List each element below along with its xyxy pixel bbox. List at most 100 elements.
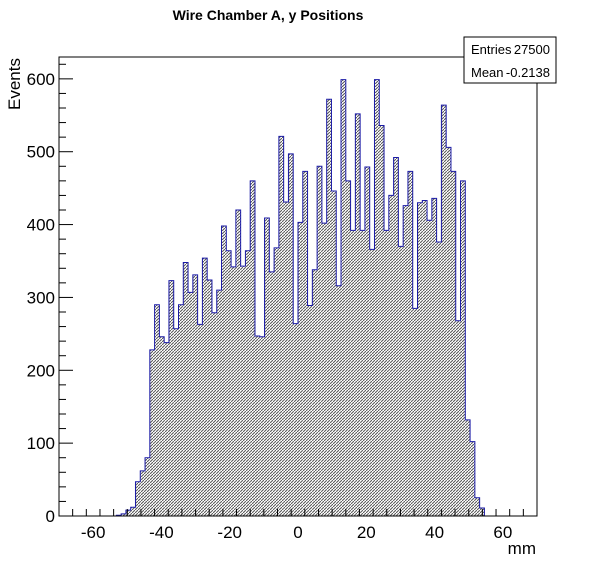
- histogram-bin: [441, 105, 447, 516]
- histogram-bin: [145, 457, 150, 516]
- x-tick-label: -40: [149, 523, 174, 542]
- stats-entries-value: 27500: [514, 42, 550, 57]
- y-tick-label: 100: [27, 434, 55, 453]
- histogram-bin: [360, 230, 365, 516]
- histogram-bin: [350, 230, 356, 516]
- histogram-bin: [235, 210, 241, 516]
- histogram-bin: [211, 312, 217, 516]
- histogram-bin: [140, 470, 146, 516]
- chart-title: Wire Chamber A, y Positions: [173, 7, 364, 23]
- histogram-bin: [192, 274, 198, 516]
- histogram-bin: [254, 336, 260, 516]
- histogram-bin: [125, 510, 131, 516]
- histogram-bin: [398, 246, 404, 516]
- histogram-bin: [221, 226, 227, 516]
- stats-mean-label: Mean: [471, 65, 504, 80]
- plot-frame: [58, 56, 538, 517]
- histogram-bin: [245, 250, 251, 517]
- histogram-bin: [355, 113, 361, 516]
- x-tick-label: -60: [81, 523, 106, 542]
- histogram-bin: [446, 147, 451, 517]
- histogram-bin: [460, 180, 466, 516]
- histogram-bin: [183, 262, 189, 516]
- histogram-bin: [288, 153, 294, 516]
- histogram-bin: [403, 205, 408, 516]
- histogram-bin: [364, 167, 370, 516]
- histogram-bin: [274, 247, 279, 516]
- histogram-bin: [470, 441, 475, 516]
- histogram-bin: [197, 324, 203, 516]
- histogram-bin: [130, 507, 136, 516]
- y-axis-label: Events: [5, 58, 24, 110]
- histogram-bin: [307, 305, 313, 516]
- histogram-bin: [164, 342, 169, 516]
- histogram-bin: [388, 195, 394, 516]
- histogram-bin: [121, 513, 126, 516]
- histogram-bin: [135, 481, 141, 516]
- x-tick-label: 0: [293, 523, 302, 542]
- histogram-bin: [321, 223, 327, 516]
- histogram-bin: [298, 222, 303, 516]
- histogram-bin: [159, 336, 165, 516]
- histogram-bin: [216, 290, 222, 516]
- x-tick-label: 40: [425, 523, 444, 542]
- stats-entries-label: Entries: [471, 42, 512, 57]
- histogram-bin: [188, 292, 193, 516]
- histogram-bin: [422, 200, 428, 516]
- y-tick-label: 300: [27, 288, 55, 307]
- histogram-bin: [207, 279, 212, 516]
- histogram-bin: [240, 266, 246, 516]
- histogram-bin: [293, 323, 298, 516]
- histogram-bin: [226, 250, 232, 517]
- y-tick-label: 200: [27, 361, 55, 380]
- histogram-bin: [341, 79, 346, 516]
- x-tick-label: 60: [493, 523, 512, 542]
- histogram-bin: [427, 220, 432, 516]
- histogram-bin: [417, 202, 423, 516]
- histogram-bin: [374, 79, 380, 516]
- histogram-bin: [250, 180, 255, 516]
- stats-box-frame: [463, 36, 557, 84]
- x-axis-label: mm: [508, 539, 536, 558]
- histogram-bin: [302, 171, 308, 516]
- histogram-bin: [264, 218, 270, 516]
- histogram-bin: [393, 157, 399, 517]
- stats-mean-value: -0.2138: [506, 65, 550, 80]
- histogram-bin: [465, 419, 471, 516]
- histogram-bin: [326, 99, 332, 516]
- y-tick-label: 400: [27, 216, 55, 235]
- x-axis: -60 -40 -20 0 20 40 60: [58, 509, 538, 542]
- histogram-outline-path: [59, 79, 537, 517]
- stats-box: Entries 27500 Mean -0.2138: [463, 36, 557, 84]
- histogram-bin: [331, 191, 337, 517]
- histogram-bin: [317, 166, 322, 517]
- histogram-bin: [231, 266, 236, 516]
- y-tick-label: 0: [46, 507, 55, 526]
- x-tick-label: 20: [357, 523, 376, 542]
- histogram-bin: [168, 280, 174, 516]
- histogram-bin: [173, 328, 179, 516]
- y-tick-label: 600: [27, 70, 55, 89]
- histogram-bars: [116, 79, 485, 517]
- histogram-bin: [455, 320, 461, 516]
- histogram-bin: [450, 171, 456, 516]
- histogram-bin: [474, 497, 480, 516]
- histogram-bin: [312, 269, 318, 516]
- histogram-bin: [345, 180, 351, 516]
- histogram-bin: [407, 171, 413, 516]
- histogram-bin: [259, 336, 265, 516]
- y-tick-label: 500: [27, 143, 55, 162]
- histogram-bin: [436, 242, 442, 517]
- histogram-bin: [149, 349, 155, 516]
- x-tick-label: -20: [217, 523, 242, 542]
- y-axis: 0 100 200 300 400 500 600: [27, 63, 73, 526]
- histogram-bin: [283, 201, 289, 516]
- histogram-bin: [178, 304, 184, 516]
- histogram-bin: [269, 271, 275, 516]
- histogram-bin: [384, 230, 389, 516]
- histogram-bin: [431, 198, 437, 517]
- histogram-bin: [154, 304, 160, 516]
- histogram-bin: [202, 258, 208, 516]
- histogram-outline: [59, 79, 537, 517]
